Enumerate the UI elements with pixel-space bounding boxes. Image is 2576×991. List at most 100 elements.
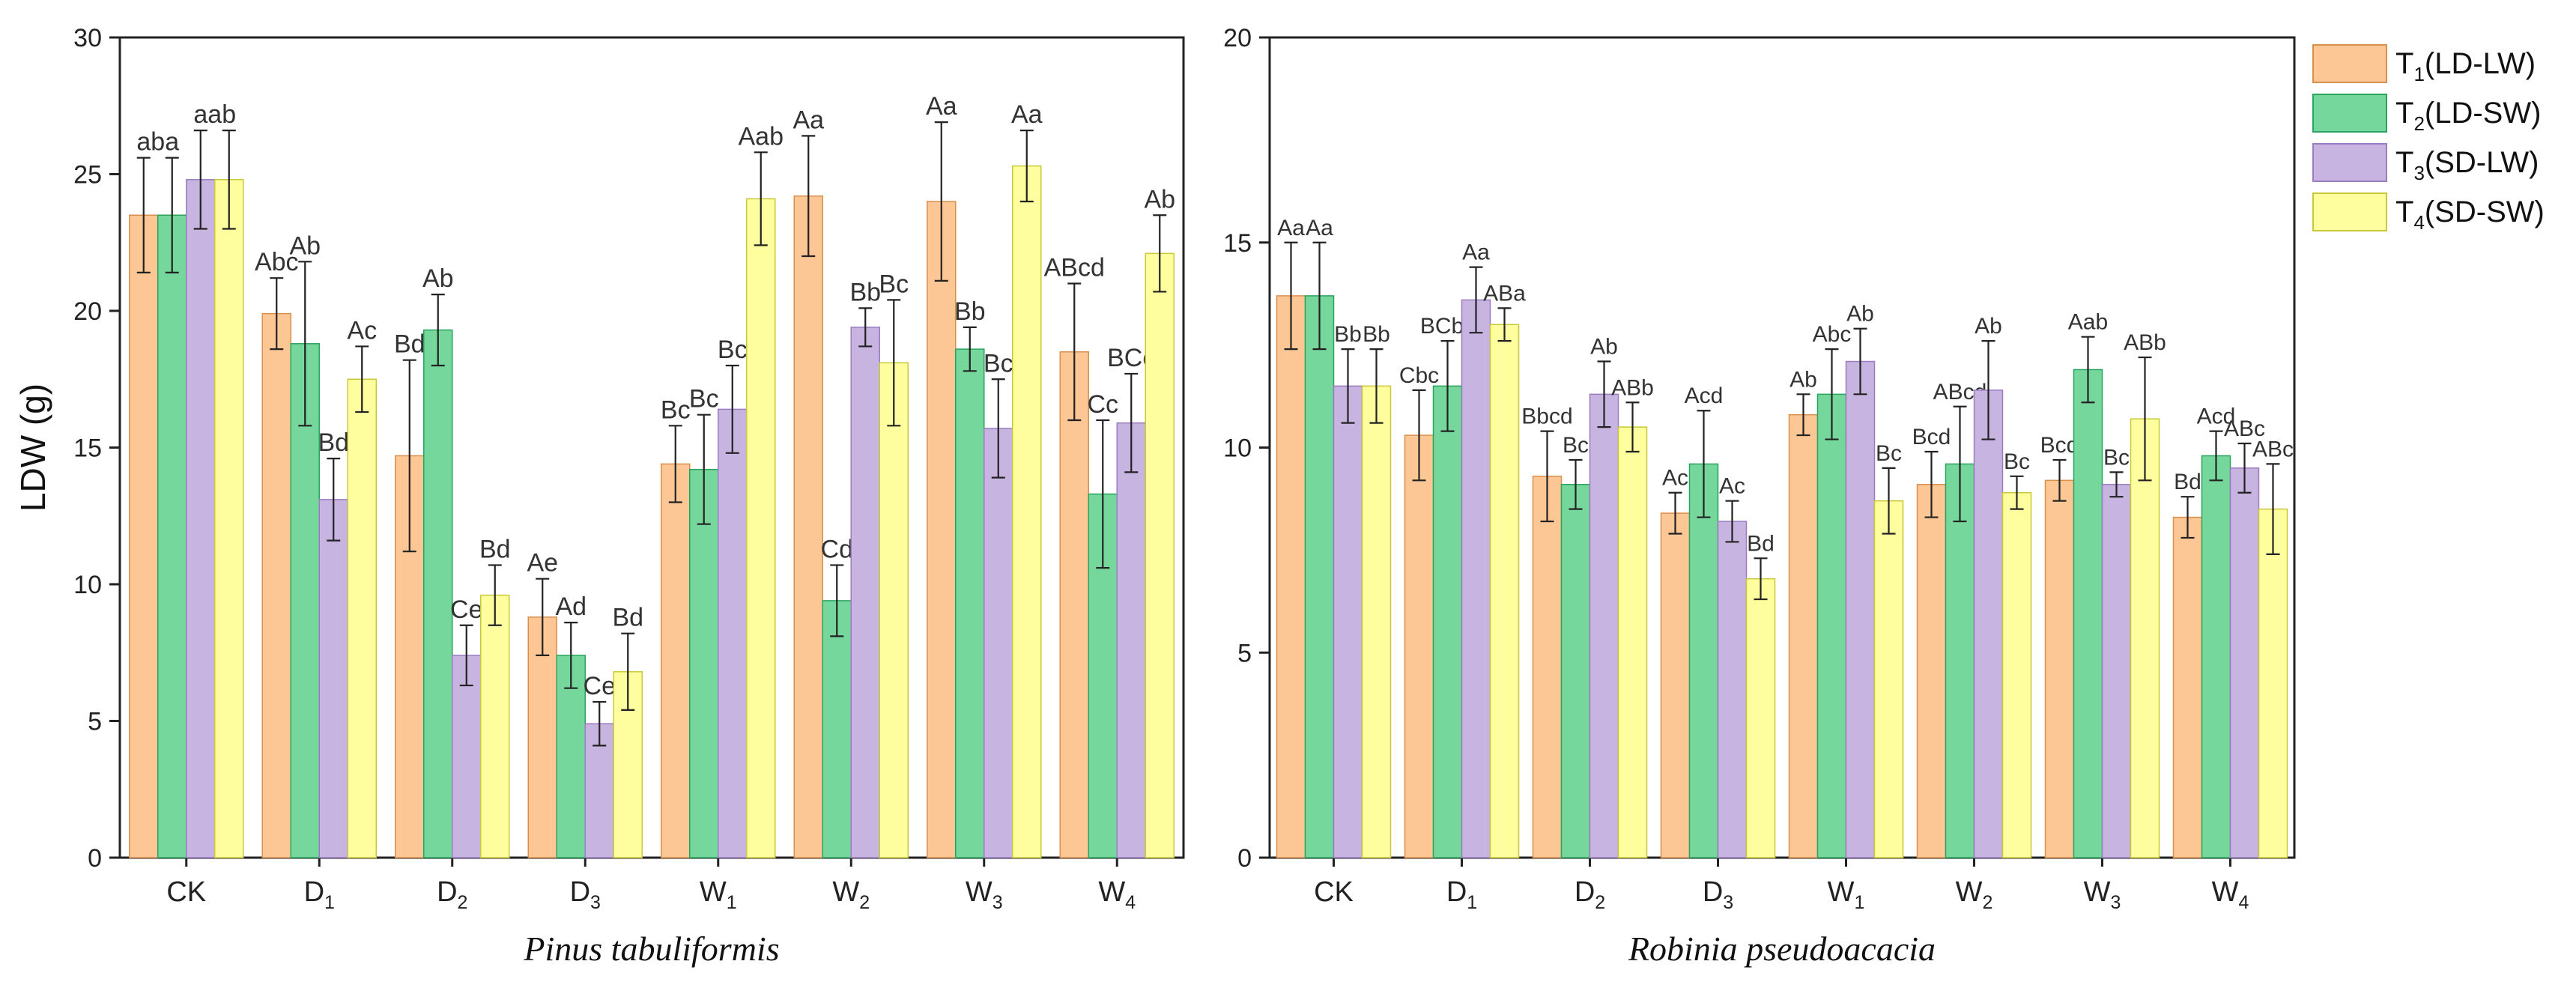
x-tick-label-base: D <box>437 876 457 908</box>
bar <box>2172 516 2203 858</box>
significance-label: Aab <box>2068 310 2108 335</box>
y-tick-label: 25 <box>73 161 102 190</box>
significance-label: Ab <box>1846 302 1874 327</box>
legend-entry-base: T <box>2395 196 2413 228</box>
x-tick-label-sub: 3 <box>590 892 601 913</box>
significance-label: Bd <box>318 428 349 457</box>
significance-label: Ab <box>422 264 454 293</box>
legend-entry-sub: 3 <box>2413 162 2424 184</box>
significance-label: Bc <box>718 336 748 364</box>
bar <box>423 329 453 858</box>
bar <box>2201 455 2231 858</box>
bar <box>1816 393 1847 858</box>
x-tick-label-base: W <box>832 876 859 908</box>
significance-label: Ac <box>1662 466 1688 491</box>
x-tick-label-base: W <box>1828 876 1855 908</box>
bar <box>1688 463 1719 858</box>
significance-label: Bc <box>879 270 909 298</box>
chart-pinus-tabuliformis: 051015202530CKabaaabD1AbcAbBdAcD2BdAbCeB… <box>13 24 1185 968</box>
x-tick-label-base: D <box>304 876 324 908</box>
x-tick-label-base: W <box>2212 876 2239 908</box>
bar <box>955 348 985 858</box>
bar <box>1012 165 1042 858</box>
bar <box>2001 491 2032 858</box>
bar <box>2130 418 2160 858</box>
significance-label: Bb <box>1363 322 1390 347</box>
bar <box>1873 500 1904 858</box>
legend-swatch <box>2312 193 2387 231</box>
significance-label: Cd <box>821 535 853 563</box>
bar <box>1145 252 1175 858</box>
significance-label: Ab <box>1789 367 1817 392</box>
significance-label: Bcd <box>1912 425 1951 449</box>
bar <box>1461 299 1491 858</box>
significance-label: Bd <box>394 330 425 359</box>
significance-label: ABcd <box>1044 254 1105 282</box>
bar <box>318 499 348 858</box>
bar <box>1788 413 1819 858</box>
bar <box>1589 393 1619 858</box>
bar <box>661 463 691 858</box>
significance-label: Ce <box>450 595 482 624</box>
x-tick-label-sub: 2 <box>859 892 870 913</box>
x-tick-label-sub: 4 <box>2238 892 2249 913</box>
x-tick-label-base: W <box>700 876 727 908</box>
x-tick-label: D2 <box>437 876 467 913</box>
x-tick-label: D3 <box>1703 876 1733 913</box>
significance-label: ABa <box>1483 281 1526 306</box>
x-tick-label-sub: 2 <box>1595 892 1605 913</box>
bar <box>290 343 320 858</box>
bar <box>1845 360 1876 858</box>
x-tick-label: W4 <box>1098 876 1136 913</box>
x-tick-label-sub: 1 <box>1854 892 1864 913</box>
significance-label: Bd <box>2174 470 2201 494</box>
significance-label: Aa <box>793 106 824 134</box>
bar <box>452 655 482 858</box>
legend-swatch <box>2312 94 2387 133</box>
bar <box>2044 479 2075 858</box>
y-tick-label: 15 <box>73 434 102 463</box>
x-tick-label-base: W <box>1956 876 1983 908</box>
bar <box>1489 324 1520 858</box>
y-tick-label: 30 <box>73 24 102 52</box>
significance-label: Cbc <box>1399 363 1439 388</box>
x-tick-label-sub: 3 <box>2110 892 2121 913</box>
significance-label: Ac <box>347 316 377 345</box>
significance-label: Bc <box>1876 441 1902 466</box>
significance-label: Ab <box>289 231 321 260</box>
legend-entry-sub: 1 <box>2413 63 2424 85</box>
x-tick-label-base: CK <box>1314 876 1354 908</box>
x-tick-label: D2 <box>1575 876 1605 913</box>
x-tick-label-sub: 1 <box>727 892 737 913</box>
significance-label: Aa <box>926 92 957 121</box>
x-tick-label: W2 <box>1956 876 1993 913</box>
x-tick-label: D3 <box>570 876 601 913</box>
significance-label: Aa <box>1306 216 1333 240</box>
significance-label: Ab <box>1590 335 1618 360</box>
x-tick-label: W1 <box>1828 876 1865 913</box>
bar <box>1745 578 1776 858</box>
y-tick-label: 10 <box>1223 434 1252 463</box>
significance-label: Aa <box>1462 240 1490 265</box>
bar <box>186 179 216 858</box>
significance-label: Bb <box>849 278 881 306</box>
bar <box>1333 385 1363 858</box>
legend-swatch <box>2312 143 2387 182</box>
x-tick-label: W3 <box>2084 876 2121 913</box>
significance-label: Cc <box>1087 390 1118 419</box>
bar <box>129 214 159 858</box>
y-tick-label: 5 <box>1237 639 1252 667</box>
bar <box>1945 463 1975 858</box>
bar <box>850 327 880 858</box>
bar <box>1361 385 1392 858</box>
species-caption: Pinus tabuliformis <box>523 930 779 968</box>
legend-entry: T3(SD-LW) <box>2395 146 2539 184</box>
x-tick-label-base: CK <box>166 876 206 908</box>
significance-label: Ae <box>527 549 558 578</box>
x-tick-label: W4 <box>2212 876 2249 913</box>
legend-entry-rest: (SD-SW) <box>2425 196 2545 228</box>
x-tick-label: D1 <box>304 876 335 913</box>
significance-label: Bbcd <box>1521 404 1572 429</box>
